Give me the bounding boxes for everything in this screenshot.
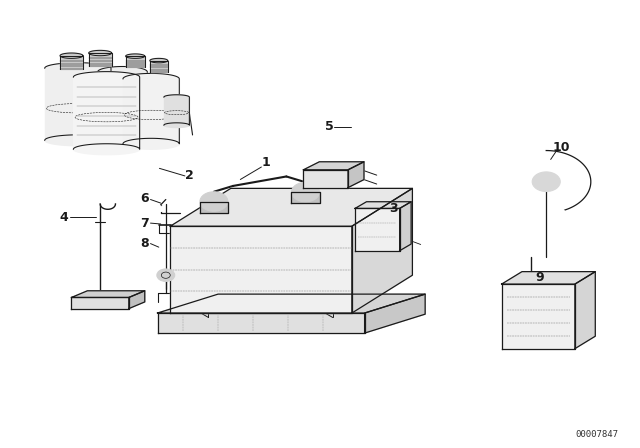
Polygon shape: [150, 60, 168, 72]
Polygon shape: [72, 297, 129, 309]
Circle shape: [200, 192, 228, 211]
Polygon shape: [355, 208, 399, 251]
Polygon shape: [355, 202, 411, 208]
Polygon shape: [98, 66, 147, 72]
Polygon shape: [303, 162, 364, 170]
Polygon shape: [45, 68, 111, 140]
Polygon shape: [150, 58, 168, 63]
Polygon shape: [74, 72, 140, 77]
Polygon shape: [502, 271, 595, 284]
Polygon shape: [45, 63, 111, 68]
Polygon shape: [575, 271, 595, 349]
Polygon shape: [502, 284, 575, 349]
Polygon shape: [352, 188, 412, 313]
Polygon shape: [123, 79, 179, 144]
Text: 6: 6: [140, 192, 149, 205]
Polygon shape: [74, 77, 140, 149]
Polygon shape: [164, 95, 189, 97]
Polygon shape: [125, 54, 145, 58]
Polygon shape: [74, 149, 140, 155]
Text: 4: 4: [60, 211, 68, 224]
Text: 8: 8: [140, 237, 149, 250]
Polygon shape: [72, 291, 145, 297]
Polygon shape: [399, 202, 411, 251]
Polygon shape: [157, 294, 425, 313]
Polygon shape: [98, 72, 147, 133]
Circle shape: [532, 172, 560, 191]
Text: 3: 3: [389, 202, 397, 215]
Polygon shape: [164, 97, 189, 125]
Polygon shape: [123, 73, 179, 79]
Polygon shape: [98, 133, 147, 139]
Polygon shape: [60, 53, 83, 58]
Circle shape: [157, 206, 164, 211]
Polygon shape: [348, 162, 364, 188]
Polygon shape: [200, 202, 228, 213]
Polygon shape: [291, 192, 319, 203]
Text: 10: 10: [552, 141, 570, 154]
Polygon shape: [125, 56, 145, 67]
Polygon shape: [60, 56, 83, 69]
Polygon shape: [45, 140, 111, 146]
Polygon shape: [303, 170, 348, 188]
Text: 9: 9: [536, 271, 544, 284]
Text: 00007847: 00007847: [576, 430, 619, 439]
Circle shape: [157, 269, 175, 281]
Circle shape: [556, 208, 564, 215]
Circle shape: [291, 182, 319, 202]
Polygon shape: [89, 50, 111, 56]
Text: 2: 2: [185, 169, 194, 182]
Polygon shape: [123, 144, 179, 149]
Polygon shape: [365, 294, 425, 333]
Polygon shape: [164, 125, 189, 128]
Polygon shape: [170, 226, 352, 313]
Polygon shape: [157, 313, 365, 333]
Text: 7: 7: [140, 217, 149, 230]
Polygon shape: [129, 291, 145, 309]
Polygon shape: [170, 188, 412, 226]
Text: 5: 5: [325, 121, 334, 134]
Text: 1: 1: [262, 156, 270, 169]
Polygon shape: [89, 53, 111, 66]
